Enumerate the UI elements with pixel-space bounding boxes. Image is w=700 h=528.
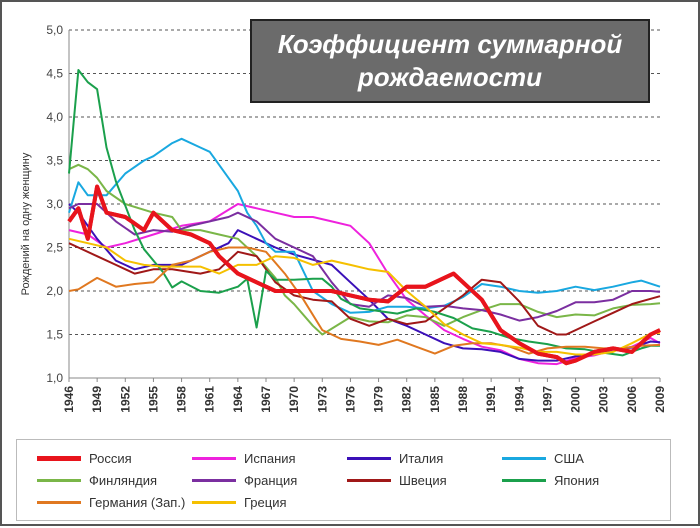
legend-label: Испания — [244, 450, 296, 466]
series-line-США — [68, 137, 661, 314]
legend-label: Италия — [399, 450, 444, 466]
legend-item: Финляндия — [37, 470, 157, 490]
x-tick-label: 1985 — [428, 386, 442, 413]
chart-legend: Россия Испания Италия США Финляндия Франция Шв… — [16, 439, 671, 521]
x-tick-label: 1967 — [259, 386, 273, 413]
legend-item: Испания — [192, 448, 296, 468]
chart-title-line-2: рождаемости — [357, 62, 543, 92]
x-tick-label: 2000 — [569, 386, 583, 413]
x-tick-label: 1949 — [90, 386, 104, 413]
legend-swatch — [502, 456, 546, 460]
legend-item: Япония — [502, 470, 599, 490]
x-tick-label: 1988 — [456, 386, 470, 413]
series-line-Франция — [68, 203, 661, 322]
legend-swatch — [37, 455, 81, 461]
legend-label: Япония — [554, 472, 600, 488]
series-line-Германия (Зап.) — [68, 246, 661, 355]
x-tick-label: 1976 — [343, 386, 357, 413]
legend-label: Швеция — [399, 472, 447, 488]
x-tick-label: 2009 — [653, 386, 667, 413]
x-tick-label: 1982 — [400, 386, 414, 413]
x-tick-label: 1973 — [315, 386, 329, 413]
legend-swatch — [192, 478, 236, 482]
x-tick-label: 1955 — [146, 386, 160, 413]
legend-item: Россия — [37, 448, 132, 468]
series-line-Япония — [68, 69, 660, 357]
series-line-Финляндия — [68, 163, 661, 336]
legend-swatch — [37, 500, 81, 504]
legend-item: Франция — [192, 470, 297, 490]
series-line-Испания — [68, 203, 661, 366]
x-tick-label: 1964 — [231, 386, 245, 413]
legend-item: США — [502, 448, 584, 468]
x-tick-label: 1994 — [512, 386, 526, 413]
x-tick-label: 1979 — [372, 386, 386, 413]
legend-label: Франция — [244, 472, 298, 488]
x-tick-label: 1991 — [484, 386, 498, 413]
y-axis-label: Рождений на одну женщину — [20, 152, 32, 295]
y-tick-label: 4,5 — [46, 67, 63, 81]
legend-item: Италия — [347, 448, 443, 468]
x-tick-label: 1997 — [540, 386, 554, 413]
legend-label: Россия — [89, 450, 132, 466]
x-tick-label: 2006 — [625, 386, 639, 413]
y-tick-label: 2,5 — [46, 241, 63, 255]
chart-title-line-1: Коэффициент суммарной — [277, 29, 623, 59]
x-tick-label: 1958 — [175, 386, 189, 413]
y-tick-label: 3,0 — [46, 197, 63, 211]
series-line-Швеция — [68, 242, 661, 336]
legend-item: Швеция — [347, 470, 447, 490]
y-tick-label: 1,0 — [46, 371, 63, 385]
legend-label: Германия (Зап.) — [89, 494, 186, 510]
x-tick-label: 2003 — [597, 386, 611, 413]
series-line-highlight — [67, 184, 661, 366]
x-tick-label: 1970 — [287, 386, 301, 413]
y-tick-label: 5,0 — [46, 23, 63, 37]
legend-item: Германия (Зап.) — [37, 492, 185, 512]
legend-swatch — [37, 478, 81, 482]
legend-label: Финляндия — [89, 472, 158, 488]
legend-swatch — [347, 456, 391, 460]
y-tick-label: 1,5 — [46, 328, 63, 342]
series-line-Греция — [68, 237, 661, 356]
y-tick-label: 2,0 — [46, 284, 63, 298]
legend-label: США — [554, 450, 584, 466]
legend-swatch — [502, 478, 546, 482]
legend-item: Греция — [192, 492, 287, 512]
x-tick-label: 1952 — [118, 386, 132, 413]
x-tick-label: 1961 — [203, 386, 217, 413]
y-tick-label: 4,0 — [46, 110, 63, 124]
legend-swatch — [347, 478, 391, 482]
legend-swatch — [192, 500, 236, 504]
legend-label: Греция — [244, 494, 287, 510]
series-line-Италия — [68, 203, 661, 362]
x-tick-label: 1946 — [62, 386, 76, 413]
chart-title: Коэффициент суммарной рождаемости — [250, 19, 650, 103]
y-tick-label: 3,5 — [46, 154, 63, 168]
legend-swatch — [192, 456, 236, 460]
